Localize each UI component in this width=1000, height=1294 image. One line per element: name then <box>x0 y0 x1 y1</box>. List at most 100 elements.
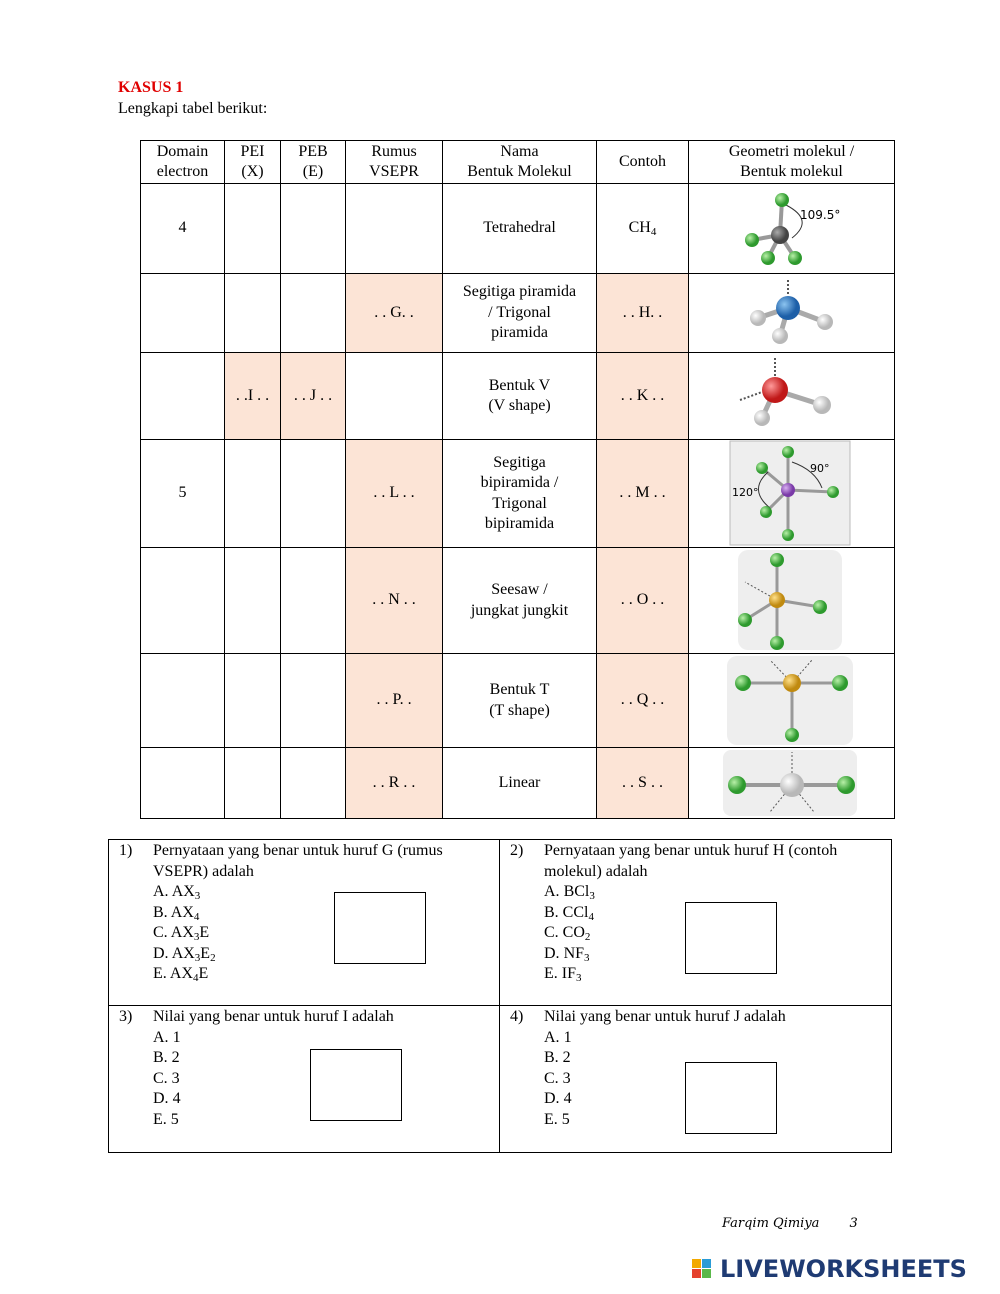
peb-cell: . . J . . <box>280 352 346 440</box>
nama-cell: Tetrahedral <box>442 183 597 274</box>
question-number: 3) <box>119 1008 133 1025</box>
domain: 4 <box>178 219 187 237</box>
option-letter: C. <box>544 1069 559 1087</box>
option-letter: D. <box>153 944 169 962</box>
formula-part: 4 <box>650 226 657 239</box>
formula-part: IF <box>561 965 577 982</box>
geometry-cell <box>688 653 895 748</box>
option-letter: C. <box>544 924 559 941</box>
question-body: Nilai yang benar untuk huruf I adalah A. … <box>153 1007 493 1130</box>
question-cell: 1) Pernyataan yang benar untuk huruf G (r… <box>109 840 500 1006</box>
text-line: Bentuk V <box>488 376 551 394</box>
question-cell: 3) Nilai yang benar untuk huruf I adalah A… <box>109 1006 500 1152</box>
rumus-cell: . . G. . <box>345 273 443 353</box>
text-line: bipiramida <box>484 515 555 532</box>
formula-part: E <box>198 965 209 982</box>
text-line: jungkat jungkit <box>470 601 569 619</box>
option: C. CO2 <box>544 923 884 944</box>
header-row: Domain electron PEI (X) PEB (E) Rumus VSEPR Nama… <box>140 140 895 184</box>
formula-part: CO <box>562 924 585 941</box>
question-body: Pernyataan yang benar untuk huruf H (con… <box>544 841 884 985</box>
text-line: Bentuk T <box>489 681 550 698</box>
formula-part: . . H. . <box>622 303 663 321</box>
geometry-cell <box>688 439 895 548</box>
rumus-cell: . . P. . <box>345 653 443 748</box>
contoh-cell: CH4 <box>596 183 689 274</box>
option: D. 4 <box>153 1089 493 1110</box>
question-number: 4) <box>510 1008 524 1025</box>
formula-part: 4 <box>588 910 594 923</box>
rumus: . . N . . <box>372 591 416 609</box>
option-letter: E. <box>153 1110 167 1128</box>
question-prompt: Pernyataan yang benar untuk huruf H (con… <box>544 842 838 880</box>
formula-part: BCl <box>563 883 590 900</box>
text-line: Segitiga <box>493 453 546 471</box>
question-prompt: Nilai yang benar untuk huruf J adalah <box>544 1008 786 1025</box>
formula-part: 4 <box>172 1090 181 1107</box>
question-box: 1) Pernyataan yang benar untuk huruf G (r… <box>108 839 892 1153</box>
header-cell: Nama Bentuk Molekul <box>442 140 597 184</box>
formula-part: 2 <box>171 1049 180 1066</box>
domain-cell <box>140 547 225 654</box>
peb-cell <box>280 183 346 274</box>
formula-part: . . S . . <box>622 773 663 791</box>
text-line: (X) <box>241 163 264 180</box>
text-line: electron <box>156 163 209 180</box>
option: E. AX4E <box>153 964 493 985</box>
option: B. 2 <box>544 1048 884 1069</box>
text-line: Nama <box>500 142 539 160</box>
peb-cell <box>280 653 346 748</box>
formula-part: . . K . . <box>620 386 665 404</box>
option-letter: A. <box>544 1028 560 1046</box>
option: B. 2 <box>153 1048 493 1069</box>
text-line: Seesaw / <box>491 581 548 598</box>
header-cell: Geometri molekul / Bentuk molekul <box>688 140 895 184</box>
contoh-cell: . . M . . <box>596 439 689 548</box>
nama-cell: Segitiga bipiramida / Trigonal bipiramida <box>442 439 597 548</box>
pei-cell <box>224 273 281 353</box>
nama-cell: Linear <box>442 747 597 819</box>
formula-part: 4 <box>193 972 199 984</box>
pei: . .I . . <box>235 386 270 404</box>
domain-cell <box>140 352 225 440</box>
question-prompt: Nilai yang benar untuk huruf I adalah <box>153 1008 394 1025</box>
formula-part: . . Q . . <box>620 691 665 709</box>
header-cell: PEI (X) <box>224 140 281 184</box>
formula-part: 4 <box>193 910 200 923</box>
formula-part: . . M . . <box>619 484 666 502</box>
nama-cell: Segitiga piramida / Trigonal piramida <box>442 273 597 353</box>
answer-box <box>685 902 777 974</box>
pei-cell <box>224 183 281 274</box>
option-letter: C. <box>153 1069 168 1087</box>
text-line: Rumus <box>371 142 417 160</box>
domain-cell: 5 <box>140 439 225 548</box>
text-line: VSEPR <box>369 163 419 180</box>
option-letter: D. <box>153 1090 169 1107</box>
answer-box <box>685 1062 777 1134</box>
option: A. 1 <box>544 1028 884 1049</box>
option-letter: B. <box>544 1049 559 1066</box>
question-body: Pernyataan yang benar untuk huruf G (rum… <box>153 841 493 985</box>
formula-part: AX <box>171 944 195 962</box>
question-body: Nilai yang benar untuk huruf J adalah A. … <box>544 1007 884 1130</box>
rumus-cell <box>345 352 443 440</box>
table-row: . . N . . Seesaw / jungkat jungkit . . O . … <box>140 547 895 654</box>
question-prompt: Pernyataan yang benar untuk huruf G (rum… <box>153 842 443 880</box>
text-line: Contoh <box>618 152 667 170</box>
formula-part: AX <box>170 903 194 921</box>
geometry-cell <box>688 273 895 353</box>
text-line: bipiramida / <box>480 474 559 491</box>
option-letter: A. <box>153 1028 169 1046</box>
formula-part: 2 <box>562 1049 571 1066</box>
text-line: Linear <box>498 773 541 791</box>
contoh-cell: . . Q . . <box>596 653 689 748</box>
geometry-cell <box>688 183 895 274</box>
table-row: . . G. . Segitiga piramida / Trigonal piram… <box>140 273 895 353</box>
option: E. 5 <box>153 1110 493 1131</box>
formula-part: CCl <box>562 903 589 921</box>
formula-part: AX <box>169 965 194 982</box>
domain-cell <box>140 747 225 819</box>
text-line: / Trigonal <box>488 303 551 321</box>
option: D. AX3E2 <box>153 944 493 965</box>
contoh-cell: . . S . . <box>596 747 689 819</box>
